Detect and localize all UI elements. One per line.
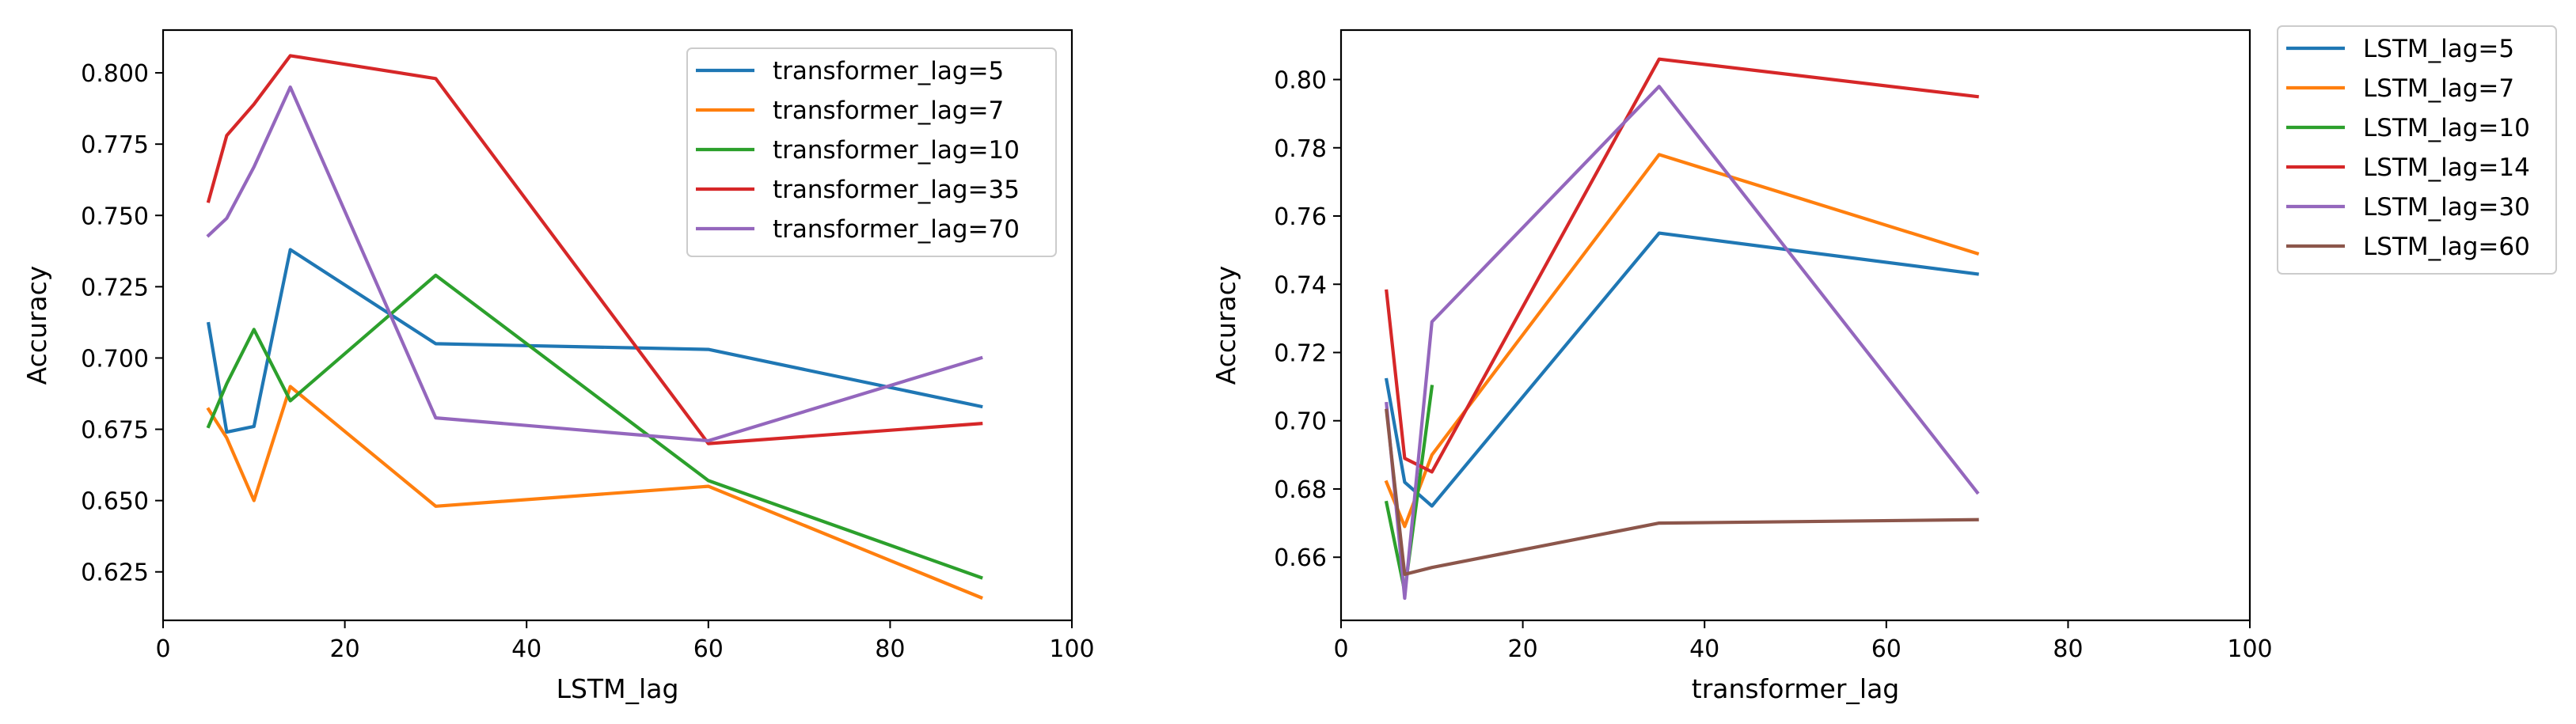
x-tick-label: 40 [511,635,541,663]
series-line [1385,57,1979,474]
y-axis-label: Accuracy [21,266,52,385]
series-line [1385,408,1979,576]
series-line [206,385,983,600]
y-tick-label: 0.775 [81,131,149,159]
legend-label: LSTM_lag=10 [2363,114,2530,142]
x-tick-label: 60 [693,635,724,663]
y-tick-label: 0.78 [1274,135,1327,163]
y-tick-label: 0.625 [81,559,149,587]
legend-label: transformer_lag=7 [773,97,1004,125]
x-axis-label: LSTM_lag [557,673,679,704]
y-tick-label: 0.700 [81,345,149,373]
series-line [1384,153,1980,529]
y-tick-label: 0.675 [81,417,149,445]
legend-label: transformer_lag=5 [773,57,1004,85]
x-tick-label: 100 [2227,635,2272,663]
legend-label: LSTM_lag=60 [2363,233,2530,261]
y-tick-label: 0.72 [1274,339,1327,367]
y-tick-label: 0.70 [1274,408,1327,436]
legend-box [2277,25,2557,275]
legend-label: transformer_lag=70 [773,215,1020,244]
series-line [1384,231,1979,508]
y-tick-label: 0.80 [1274,67,1327,95]
plot-frame [1339,28,2251,622]
chart-right: 0 20 40 60 80 100 0.66 0.68 0.70 0.72 0.74 0.76 0.78… [1210,25,2557,704]
legend-label: transformer_lag=35 [773,176,1020,204]
legend-label: LSTM_lag=5 [2363,35,2514,63]
y-tick-label: 0.650 [81,488,149,516]
legend-label: transformer_lag=10 [773,136,1020,165]
y-tick-label: 0.750 [81,203,149,230]
x-tick-label: 60 [1871,635,1902,663]
plot-frame [161,28,1073,622]
series-line [206,248,983,434]
y-tick-label: 0.68 [1274,476,1327,504]
y-tick-label: 0.725 [81,274,149,301]
y-axis-label: Accuracy [1210,266,1241,385]
series-line [206,85,983,443]
x-tick-label: 80 [2053,635,2083,663]
y-tick-label: 0.76 [1274,203,1327,231]
chart-left: 0 20 40 60 80 100 0.625 0.650 0.675 0.700 0.725 0.7… [21,28,1095,704]
y-tick-label: 0.66 [1274,544,1327,572]
x-tick-label: 40 [1689,635,1719,663]
legend-label: LSTM_lag=14 [2363,154,2530,182]
legend-label: LSTM_lag=7 [2363,74,2514,103]
legend-box [686,47,1057,257]
x-tick-label: 80 [875,635,905,663]
series-line [206,54,983,445]
x-tick-label: 20 [1508,635,1538,663]
y-tick-label: 0.74 [1274,271,1327,299]
y-tick-label: 0.800 [81,60,149,88]
x-axis-label: transformer_lag [1692,673,1900,704]
series-line [206,273,983,580]
x-tick-label: 100 [1049,635,1094,663]
x-tick-label: 20 [330,635,360,663]
x-tick-label: 0 [1333,635,1348,663]
legend-label: LSTM_lag=30 [2363,193,2530,222]
x-tick-label: 0 [155,635,170,663]
